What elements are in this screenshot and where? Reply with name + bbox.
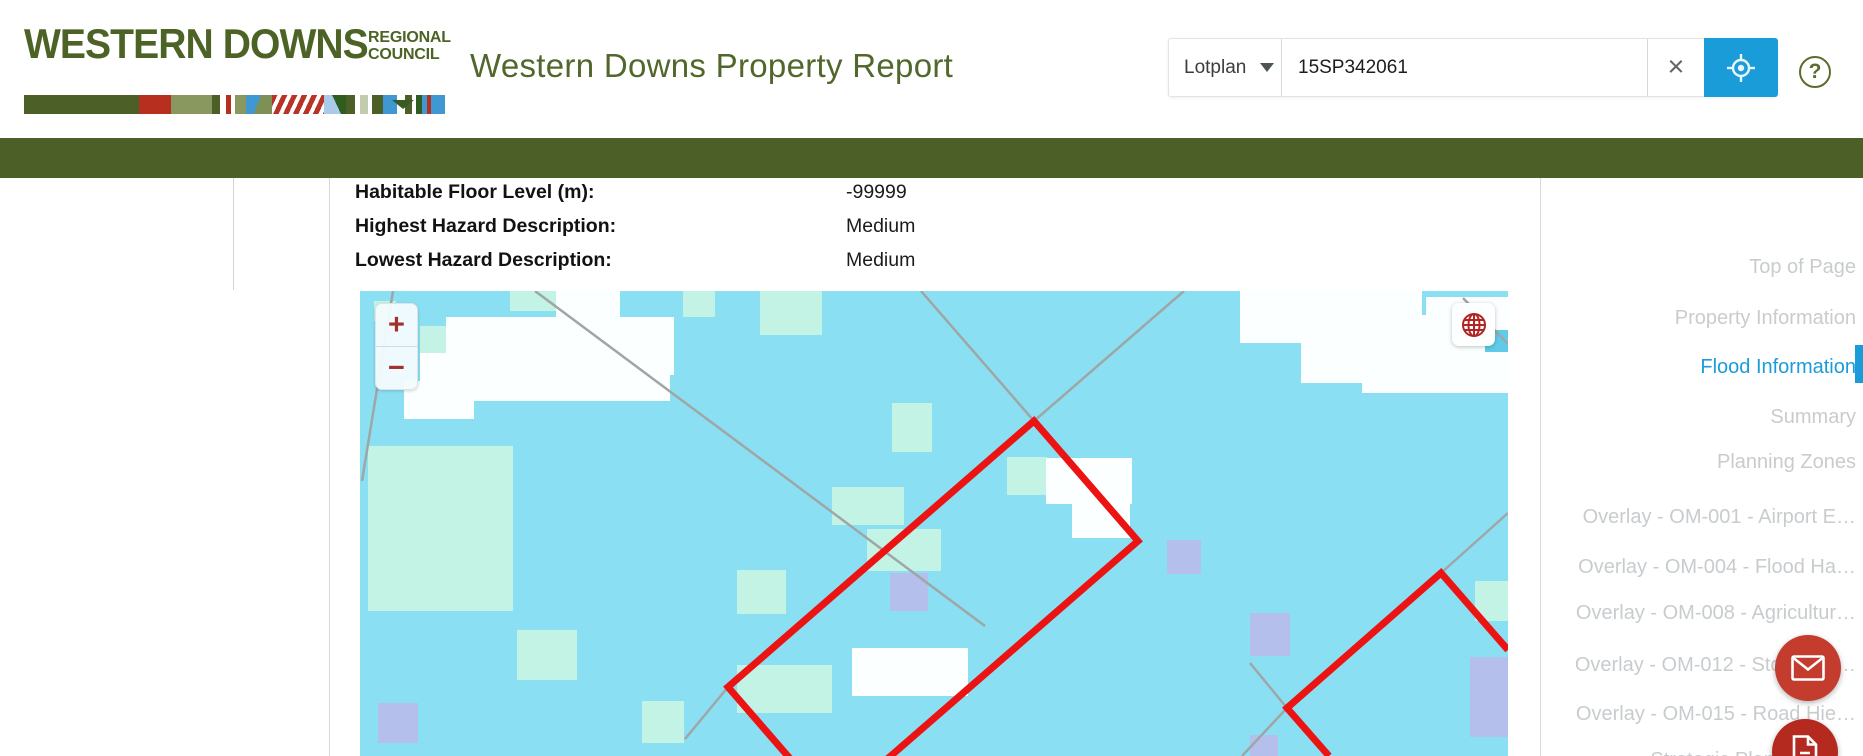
map-zoom-control: + − bbox=[375, 303, 418, 390]
logo-subtext-line2: COUNCIL bbox=[368, 46, 440, 64]
sidebar-divider bbox=[1540, 178, 1541, 756]
field-row: Highest Hazard Description: Medium bbox=[355, 213, 1255, 239]
sidebar-item-overlay-om-008[interactable]: Overlay - OM-008 - Agricultur… bbox=[1575, 602, 1856, 624]
field-label: Habitable Floor Level (m): bbox=[355, 181, 595, 203]
logo-subtext-line1: REGIONAL bbox=[368, 29, 451, 46]
sidebar-item-planning-zones[interactable]: Planning Zones bbox=[1717, 451, 1856, 473]
document-icon bbox=[1792, 735, 1818, 756]
active-section-indicator bbox=[1855, 345, 1863, 383]
flood-map-canvas[interactable] bbox=[360, 289, 1511, 756]
field-value: -99999 bbox=[846, 181, 907, 203]
basemap-globe-button[interactable] bbox=[1452, 303, 1495, 346]
sidebar-item-strategic-plan[interactable]: Strategic Plan - SPM… bbox=[1526, 745, 1856, 756]
divider bbox=[1647, 39, 1648, 96]
chevron-down-icon bbox=[1260, 63, 1275, 72]
logo-wordmark: WESTERN DOWNS bbox=[24, 20, 369, 67]
sidebar-item-overlay-om-015[interactable]: Overlay - OM-015 - Road Hie… bbox=[1575, 703, 1856, 725]
clear-search-button[interactable]: × bbox=[1648, 39, 1704, 96]
envelope-icon bbox=[1791, 655, 1825, 681]
sidebar-item-overlay-om-001[interactable]: Overlay - OM-001 - Airport E… bbox=[1582, 506, 1856, 528]
globe-icon bbox=[1461, 312, 1486, 337]
plus-icon: + bbox=[388, 308, 405, 341]
sidebar-item-summary[interactable]: Summary bbox=[1770, 406, 1856, 428]
panel-divider bbox=[233, 178, 234, 290]
sidebar-item-property-information[interactable]: Property Information bbox=[1674, 307, 1856, 329]
locate-button[interactable] bbox=[1704, 38, 1778, 97]
zoom-out-button[interactable]: − bbox=[376, 347, 417, 389]
flood-map-graphic bbox=[360, 289, 1511, 756]
field-label: Lowest Hazard Description: bbox=[355, 249, 612, 271]
search-bar: Lotplan × bbox=[1168, 38, 1778, 97]
field-label: Highest Hazard Description: bbox=[355, 215, 617, 237]
search-category-dropdown[interactable]: Lotplan bbox=[1169, 39, 1281, 96]
help-button[interactable]: ? bbox=[1799, 56, 1831, 88]
sidebar-item-overlay-om-004[interactable]: Overlay - OM-004 - Flood Ha… bbox=[1578, 556, 1856, 578]
logo-stripe-banner bbox=[24, 95, 445, 114]
close-icon: × bbox=[1667, 51, 1685, 83]
zoom-in-button[interactable]: + bbox=[376, 304, 417, 347]
search-category-label: Lotplan bbox=[1184, 56, 1247, 78]
page-title: Western Downs Property Report bbox=[470, 47, 954, 84]
sidebar-item-top-of-page[interactable]: Top of Page bbox=[1749, 256, 1856, 278]
field-row: Lowest Hazard Description: Medium bbox=[355, 247, 1255, 273]
report-panel-border bbox=[329, 178, 330, 756]
sidebar-item-flood-information[interactable]: Flood Information bbox=[1700, 356, 1856, 378]
nav-bar bbox=[0, 138, 1863, 178]
logo-subtext: REGIONAL COUNCIL bbox=[368, 29, 451, 64]
field-value: Medium bbox=[846, 249, 916, 271]
minus-icon: − bbox=[388, 352, 405, 384]
crosshair-locate-icon bbox=[1727, 53, 1755, 82]
question-icon: ? bbox=[1808, 60, 1822, 83]
field-value: Medium bbox=[846, 215, 916, 237]
email-report-button[interactable] bbox=[1775, 635, 1841, 701]
search-input[interactable] bbox=[1282, 39, 1646, 96]
divider bbox=[1281, 39, 1282, 96]
field-row: Habitable Floor Level (m): -99999 bbox=[355, 179, 1255, 205]
